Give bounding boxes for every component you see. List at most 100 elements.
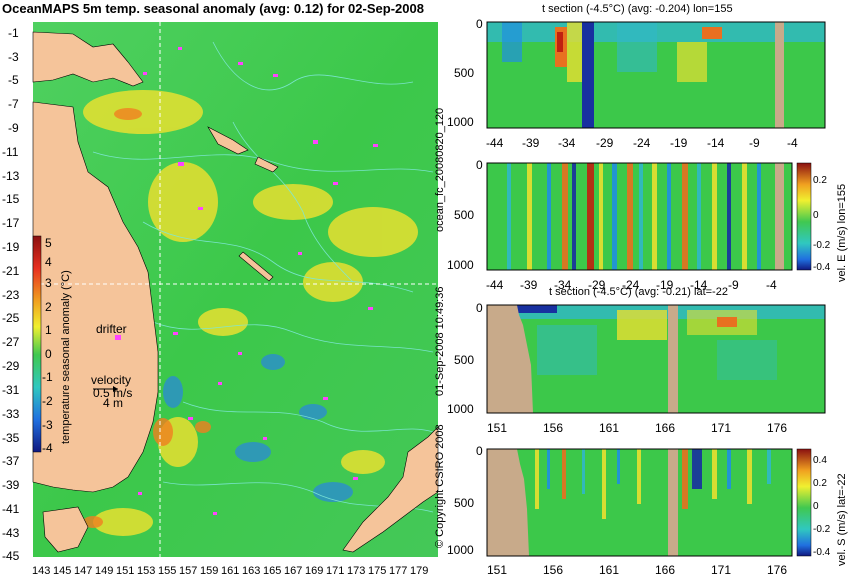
map-x-tick: 147	[74, 565, 93, 577]
drifter-markers	[115, 47, 378, 515]
panel2-cb-tick: 0.2	[813, 175, 827, 186]
panel4-y-tick: 500	[454, 496, 475, 510]
anomaly-map	[32, 22, 439, 557]
map-y-tick: -3	[8, 50, 19, 64]
map-x-tick: 145	[53, 565, 72, 577]
map-x-tick: 153	[137, 565, 156, 577]
panel4-colorbar-label: vel. S (m/s) lat=-22	[836, 473, 848, 566]
colorbar-tick: 2	[45, 300, 52, 314]
panel4-cb-tick: -0.4	[813, 547, 831, 558]
panel2-x-tick: -24	[622, 278, 640, 292]
panel1-x-tick: -34	[558, 136, 576, 150]
panel4-x-tick: 166	[655, 563, 676, 577]
map-y-tick: -33	[2, 407, 20, 421]
panel2-x-tick: -44	[486, 278, 504, 292]
panel3-x-tick: 161	[599, 421, 620, 435]
model-run-label: ocean_fc_20080820_120	[434, 107, 446, 232]
map-y-tick: -15	[2, 192, 20, 206]
colorbar-tick: 4	[45, 255, 52, 269]
panel1-title: t section (-4.5°C) (avg: -0.204) lon=155	[542, 3, 733, 15]
map-x-tick: 151	[116, 565, 135, 577]
panel3-y-tick: 500	[454, 353, 475, 367]
panel1-x-tick: -44	[486, 136, 504, 150]
panel1-x-tick: -24	[633, 136, 651, 150]
map-colorbar	[32, 235, 42, 453]
land-australia	[32, 101, 159, 493]
panel4-x-tick: 176	[767, 563, 788, 577]
panel2-colorbar-label: vel. E (m/s) lon=155	[836, 183, 848, 282]
land-islands-north	[207, 126, 279, 173]
panel2-y-tick: 0	[476, 158, 483, 172]
map-y-tick: -39	[2, 478, 20, 492]
panel4-x-tick: 151	[487, 563, 508, 577]
panel3-section	[486, 304, 826, 414]
panel2-cb-tick: -0.2	[813, 240, 831, 251]
panel1-section	[486, 21, 826, 129]
map-y-tick: -37	[2, 454, 20, 468]
map-y-tick: -31	[2, 383, 20, 397]
panel4-cb-tick: 0	[813, 501, 819, 512]
panel3-x-tick: 166	[655, 421, 676, 435]
map-x-tick: 173	[347, 565, 366, 577]
map-x-tick: 165	[263, 565, 282, 577]
panel1-x-tick: -4	[787, 136, 798, 150]
map-x-tick: 167	[284, 565, 303, 577]
cool-anomaly-patches	[163, 354, 353, 502]
hot-anomaly-patches	[83, 108, 211, 528]
map-y-tick: -35	[2, 431, 20, 445]
panel1-x-tick: -39	[522, 136, 540, 150]
panel4-y-tick: 0	[476, 444, 483, 458]
map-x-tick: 159	[200, 565, 219, 577]
map-x-tick: 155	[158, 565, 177, 577]
map-y-tick: -1	[8, 26, 19, 40]
panel2-y-tick: 1000	[447, 258, 474, 272]
map-y-tick: -11	[2, 145, 19, 159]
panel2-x-tick: -34	[554, 278, 572, 292]
map-y-tick: -17	[2, 216, 20, 230]
panel2-y-tick: 500	[454, 208, 475, 222]
map-x-tick: 177	[389, 565, 408, 577]
map-y-tick: -5	[8, 73, 19, 87]
map-y-tick: -29	[2, 359, 20, 373]
colorbar-label: temperature seasonal anomaly (°C)	[60, 270, 72, 444]
panel3-title: t section (-4.5°C) (avg: -0.21) lat=-22	[549, 286, 728, 298]
panel4-cb-tick: -0.2	[813, 524, 831, 535]
map-y-tick: -43	[2, 526, 20, 540]
panel2-x-tick: -4	[766, 278, 777, 292]
map-x-tick: 161	[221, 565, 240, 577]
land-new-zealand	[342, 426, 439, 553]
panel4-x-tick: 156	[543, 563, 564, 577]
colorbar-tick: -3	[42, 418, 53, 432]
panel1-x-tick: -29	[596, 136, 614, 150]
panel3-x-tick: 171	[711, 421, 732, 435]
run-time-label: 01-Sep-2008 10:49:36	[434, 286, 446, 396]
drifter-label: drifter	[96, 322, 127, 336]
map-y-tick: -25	[2, 311, 20, 325]
panel4-y-tick: 1000	[447, 543, 474, 557]
panel3-x-tick: 156	[543, 421, 564, 435]
colorbar-tick: 3	[45, 276, 52, 290]
panel1-y-tick: 1000	[447, 115, 474, 129]
colorbar-tick: -2	[42, 394, 53, 408]
panel1-x-tick: -19	[670, 136, 688, 150]
map-y-tick: -13	[2, 169, 20, 183]
panel2-section	[486, 162, 793, 271]
colorbar-tick: 5	[45, 236, 52, 250]
panel3-y-tick: 0	[476, 301, 483, 315]
map-x-tick: 163	[242, 565, 261, 577]
map-x-tick: 169	[305, 565, 324, 577]
map-x-tick: 143	[32, 565, 51, 577]
map-y-tick: -45	[2, 549, 20, 563]
velocity-scale-speed: 0.5 m/s	[93, 386, 133, 400]
panel2-x-tick: -29	[588, 278, 606, 292]
copyright-label: © Copyright CSIRO 2008	[434, 424, 446, 548]
panel1-y-tick: 0	[476, 17, 483, 31]
panel2-colorbar	[796, 162, 812, 271]
panel2-cb-tick: -0.4	[813, 262, 831, 273]
panel4-x-tick: 161	[599, 563, 620, 577]
panel3-x-tick: 151	[487, 421, 508, 435]
colorbar-tick: 0	[45, 347, 52, 361]
map-y-tick: -19	[2, 240, 20, 254]
panel2-cb-tick: 0	[813, 210, 819, 221]
panel1-x-tick: -9	[749, 136, 760, 150]
